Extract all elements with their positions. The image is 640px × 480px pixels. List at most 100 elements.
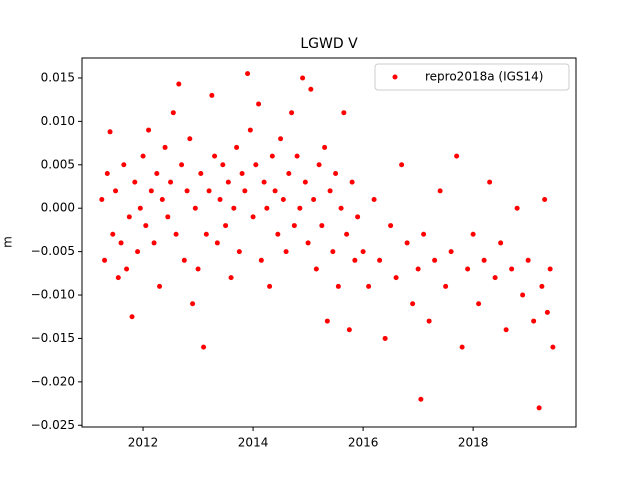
- point: [234, 144, 240, 150]
- plot-frame: [81, 57, 577, 428]
- point: [481, 257, 487, 263]
- point: [355, 214, 361, 220]
- point: [140, 153, 146, 159]
- point: [256, 101, 262, 107]
- point: [346, 327, 352, 333]
- y-tick-label: 0.015: [41, 70, 75, 84]
- point: [399, 162, 405, 168]
- point: [203, 231, 209, 237]
- point: [404, 240, 410, 246]
- point: [146, 127, 152, 133]
- point: [269, 153, 275, 159]
- point: [514, 205, 520, 211]
- x-tick-label: 2018: [458, 436, 489, 450]
- point: [418, 396, 424, 402]
- point: [113, 188, 119, 194]
- point: [162, 144, 168, 150]
- point: [104, 170, 110, 176]
- y-tick-label: 0.005: [41, 157, 75, 171]
- point: [377, 257, 383, 263]
- point: [544, 309, 550, 315]
- y-tick-label: −0.020: [31, 374, 75, 388]
- point: [261, 179, 267, 185]
- point: [410, 301, 416, 307]
- point: [198, 170, 204, 176]
- point: [393, 275, 399, 281]
- point: [228, 275, 234, 281]
- point: [195, 266, 201, 272]
- point: [247, 127, 253, 133]
- x-tick-label: 2014: [238, 436, 269, 450]
- point: [492, 275, 498, 281]
- point: [99, 197, 105, 203]
- point: [487, 179, 493, 185]
- point: [170, 110, 176, 116]
- legend-label: repro2018a (IGS14): [425, 70, 543, 84]
- point: [278, 136, 284, 142]
- point: [129, 314, 135, 320]
- point: [344, 231, 350, 237]
- point: [179, 162, 185, 168]
- point: [341, 110, 347, 116]
- point: [168, 179, 174, 185]
- point: [217, 197, 223, 203]
- point: [371, 197, 377, 203]
- point: [121, 162, 127, 168]
- point: [443, 283, 449, 289]
- y-tick-label: −0.005: [31, 244, 75, 258]
- point: [154, 170, 160, 176]
- point: [349, 179, 355, 185]
- point: [135, 249, 141, 255]
- point: [520, 292, 526, 298]
- point: [319, 223, 325, 229]
- point: [421, 231, 427, 237]
- point: [426, 318, 432, 324]
- point: [173, 231, 179, 237]
- point: [327, 188, 333, 194]
- point: [115, 275, 121, 281]
- point: [302, 179, 308, 185]
- y-tick-label: 0.010: [41, 114, 75, 128]
- point: [324, 318, 330, 324]
- point: [509, 266, 515, 272]
- point: [132, 179, 138, 185]
- point: [294, 153, 300, 159]
- point: [110, 231, 116, 237]
- point: [245, 71, 251, 77]
- point: [190, 301, 196, 307]
- point: [157, 283, 163, 289]
- point: [159, 197, 165, 203]
- point: [242, 188, 248, 194]
- point: [220, 162, 226, 168]
- point: [476, 301, 482, 307]
- point: [316, 162, 322, 168]
- point: [176, 81, 182, 87]
- point: [107, 129, 113, 135]
- point: [201, 344, 207, 350]
- point: [352, 257, 358, 263]
- point: [547, 266, 553, 272]
- point: [498, 240, 504, 246]
- point: [432, 257, 438, 263]
- point: [267, 283, 273, 289]
- point: [330, 249, 336, 255]
- point: [531, 318, 537, 324]
- point: [470, 231, 476, 237]
- point: [335, 283, 341, 289]
- point: [448, 249, 454, 255]
- point: [264, 205, 270, 211]
- point: [360, 249, 366, 255]
- point: [539, 283, 545, 289]
- point: [311, 197, 317, 203]
- point: [214, 240, 220, 246]
- point: [280, 197, 286, 203]
- point: [124, 266, 130, 272]
- point: [118, 240, 124, 246]
- point: [223, 223, 229, 229]
- y-tick-label: −0.015: [31, 331, 75, 345]
- point: [286, 170, 292, 176]
- point: [209, 92, 215, 98]
- point: [291, 223, 297, 229]
